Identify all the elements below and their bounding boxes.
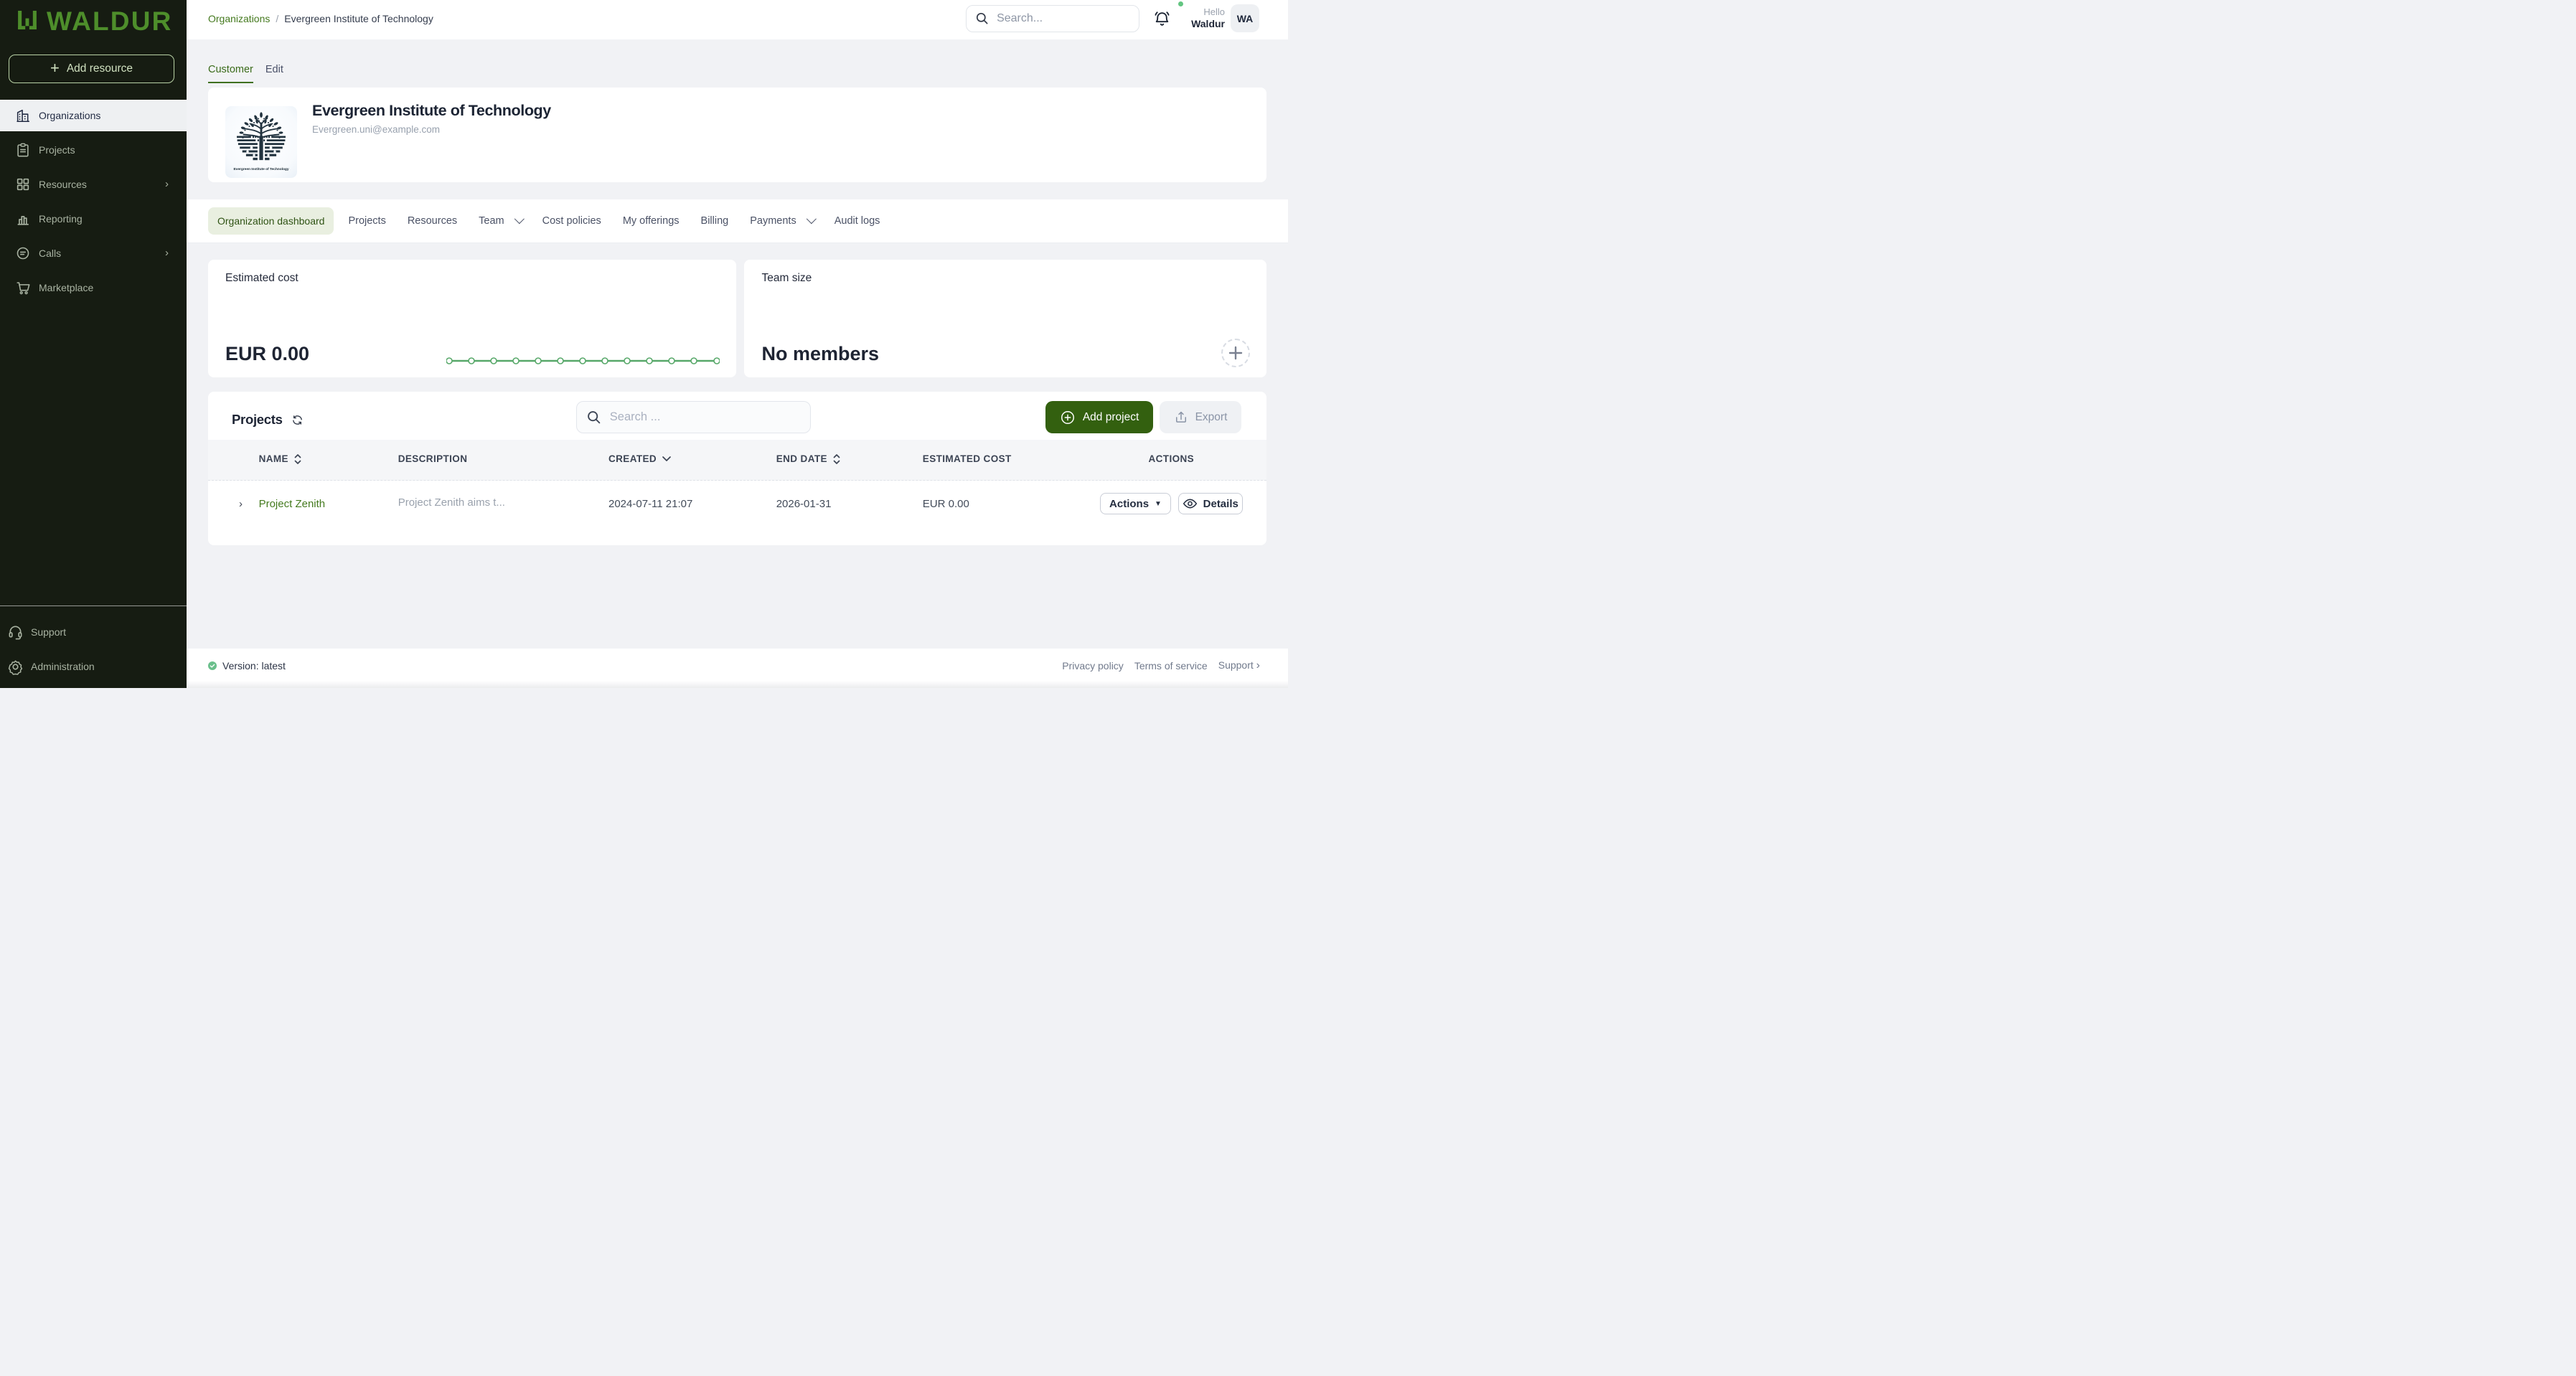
svg-text:Evergreen Institute of Technol: Evergreen Institute of Technology (233, 167, 288, 171)
